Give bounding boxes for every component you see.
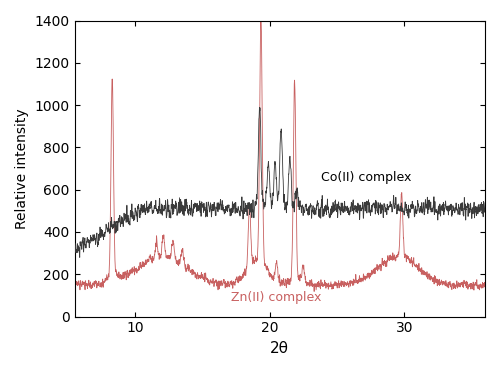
Text: Zn(II) complex: Zn(II) complex bbox=[231, 291, 322, 304]
Text: Co(II) complex: Co(II) complex bbox=[321, 171, 411, 184]
X-axis label: 2θ: 2θ bbox=[270, 341, 289, 356]
Y-axis label: Relative intensity: Relative intensity bbox=[15, 108, 29, 229]
